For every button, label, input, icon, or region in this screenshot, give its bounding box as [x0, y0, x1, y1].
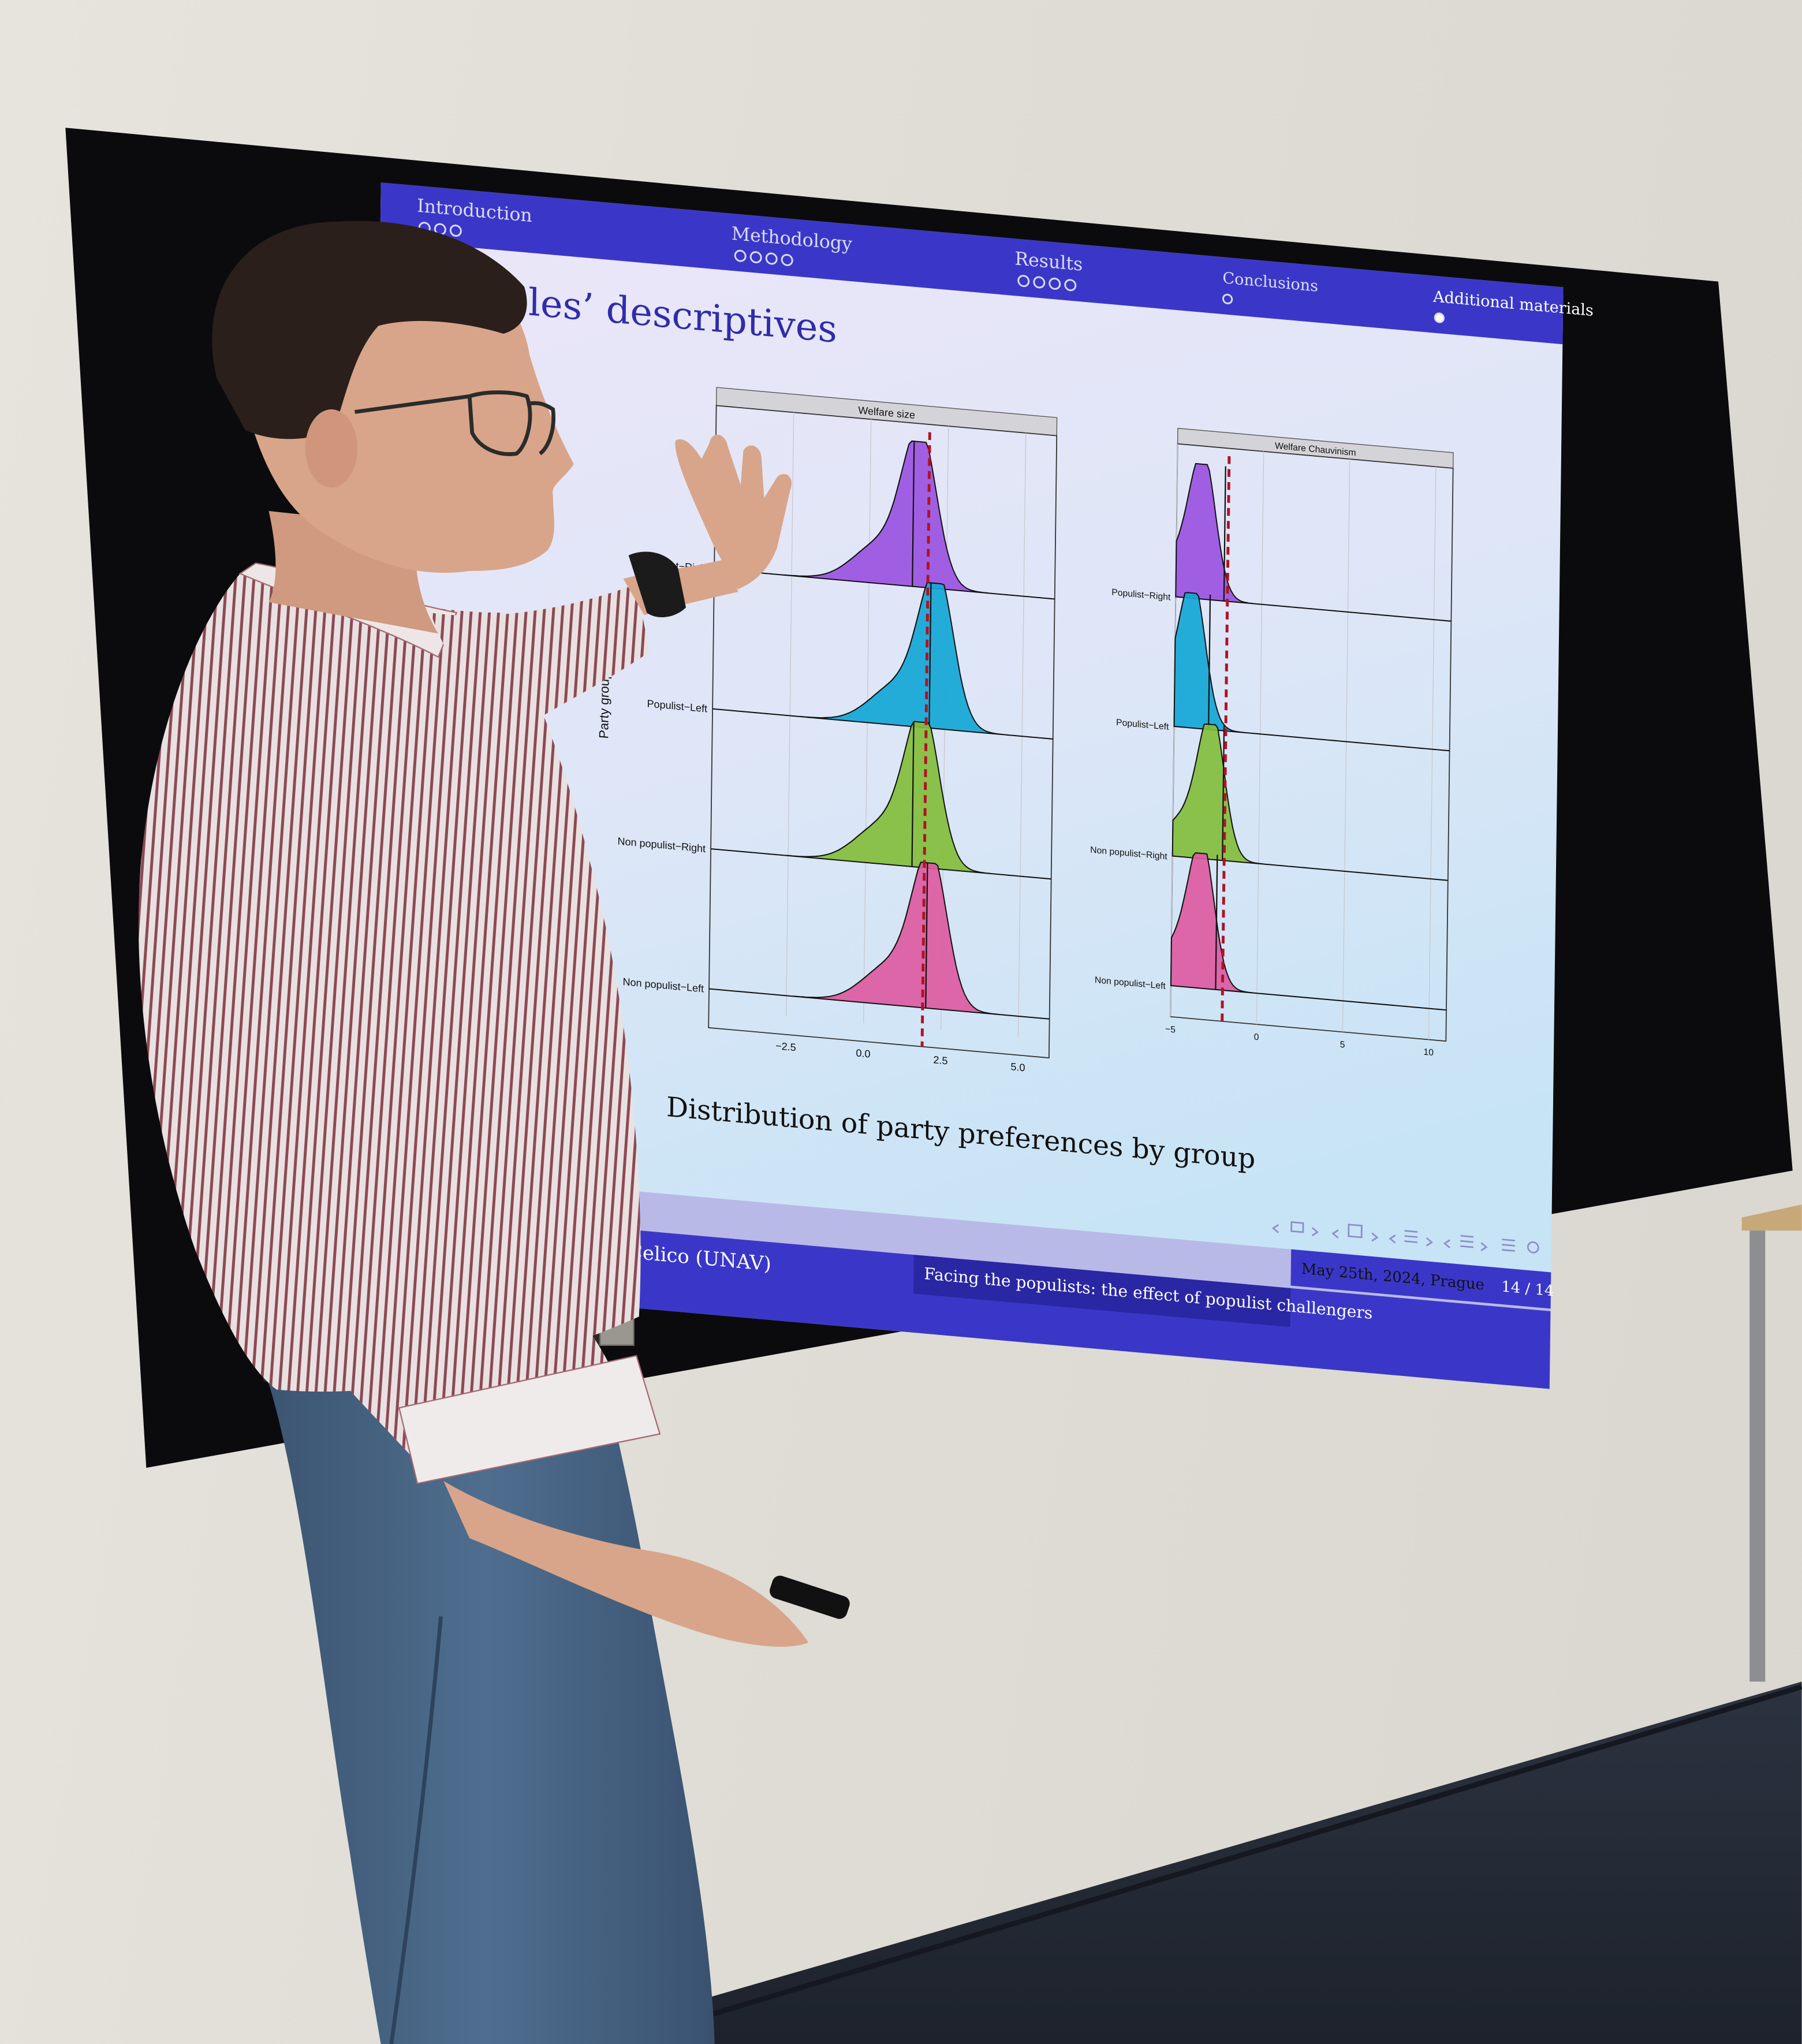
overall-mean-dashed-line: [920, 432, 931, 1047]
group-mean-line: [912, 441, 915, 587]
slide: Introduction Methodology Results Conclus…: [367, 182, 1594, 1389]
group-mean-line: [928, 583, 932, 728]
density-ridge: [1175, 462, 1452, 622]
hair: [212, 221, 527, 439]
density-ridge: [709, 861, 1050, 1020]
group-mean-line: [925, 863, 928, 1008]
x-tick-label: 5.0: [1010, 1061, 1025, 1073]
density-ridge: [711, 721, 1051, 880]
x-tick-label: 2.5: [933, 1054, 947, 1066]
grid-line: [785, 412, 794, 1035]
group-mean-line: [1208, 594, 1211, 730]
density-ridge: [712, 581, 1053, 740]
density-ridge: [1172, 723, 1448, 881]
x-tick-label: 0: [1254, 1032, 1259, 1043]
x-tick-label: 5: [1340, 1040, 1345, 1050]
presenter: [139, 221, 850, 2044]
grid-line: [863, 419, 872, 1038]
grid-line: [1428, 467, 1437, 1040]
side-table: [1741, 1204, 1802, 1682]
overall-mean-dashed-line: [1221, 456, 1231, 1021]
x-tick-label: −5: [1165, 1024, 1176, 1035]
group-mean-line: [1222, 725, 1225, 861]
grid-line: [1342, 459, 1350, 1032]
group-mean-line: [1223, 466, 1226, 602]
grid-line: [1017, 432, 1027, 1038]
density-ridge: [714, 440, 1055, 600]
density-ridge: [1173, 592, 1450, 752]
beamer-navigation-symbols[interactable]: [1271, 1218, 1539, 1255]
x-tick-label: 10: [1423, 1047, 1434, 1058]
x-tick-label: −2.5: [775, 1040, 796, 1053]
beamer-nav-bar: [380, 182, 1564, 345]
beamer-footer: Celico (UNAV) Facing the populists: the …: [367, 1168, 1554, 1389]
x-tick-label: 0.0: [856, 1047, 870, 1060]
floor: [547, 1681, 1802, 2044]
glasses: [355, 390, 555, 456]
group-mean-line: [911, 721, 915, 867]
grid-line: [1256, 451, 1264, 1025]
group-mean-line: [1215, 855, 1218, 990]
